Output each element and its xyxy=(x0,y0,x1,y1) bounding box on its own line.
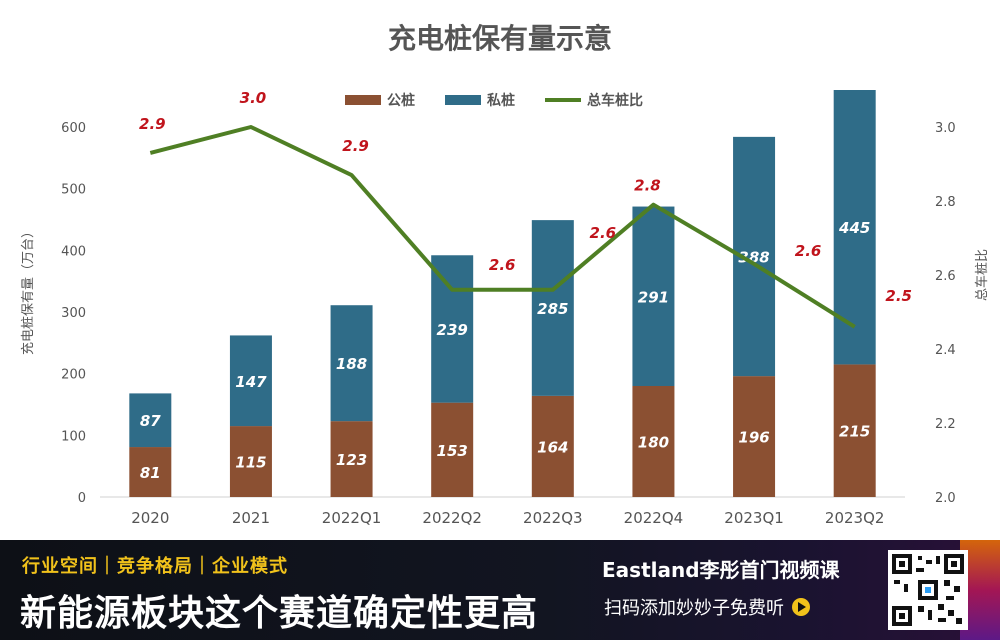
bar-public xyxy=(733,376,776,497)
bar-public xyxy=(330,421,373,497)
banner-brand: Eastland李彤首门视频课 xyxy=(602,558,840,582)
ratio-value-label: 2.6 xyxy=(795,242,822,260)
bar-value-label: 445 xyxy=(838,219,870,237)
bar-public xyxy=(833,364,876,497)
y-tick-label: 0 xyxy=(78,491,86,506)
ratio-value-label: 2.5 xyxy=(885,287,912,305)
x-tick-label: 2022Q2 xyxy=(422,509,482,527)
y-tick-label: 400 xyxy=(61,244,86,259)
bar-value-label: 215 xyxy=(839,423,870,441)
ratio-value-label: 2.9 xyxy=(139,115,166,133)
bar-public xyxy=(632,386,675,497)
y-axis: 0 100 200 300 400 500 600 xyxy=(61,121,86,506)
x-tick-label: 2022Q4 xyxy=(624,509,684,527)
bar-value-label: 147 xyxy=(235,373,267,391)
legend: 公桩 私桩 总车桩比 xyxy=(345,92,643,109)
ratio-value-label: 2.9 xyxy=(342,137,369,155)
y-tick-label: 300 xyxy=(61,306,86,321)
bar-value-label: 81 xyxy=(140,464,161,482)
bar-private xyxy=(431,255,474,403)
bar-value-label: 153 xyxy=(437,442,468,460)
y-tick-label: 200 xyxy=(61,368,86,383)
legend-label: 私桩 xyxy=(487,92,515,109)
bar-value-label: 164 xyxy=(537,438,568,456)
y2-tick-label: 2.4 xyxy=(935,343,956,358)
promo-banner: 行业空间｜竞争格局｜企业模式 新能源板块这个赛道确定性更高 Eastland李彤… xyxy=(0,540,1000,640)
legend-label: 总车桩比 xyxy=(587,92,643,109)
ratio-value-label: 2.6 xyxy=(489,256,516,274)
ratio-value-label: 2.6 xyxy=(590,224,617,242)
y2-axis-title: 总车桩比 xyxy=(974,249,990,301)
bar-public xyxy=(531,395,574,497)
bar-value-label: 188 xyxy=(336,355,367,373)
legend-swatch xyxy=(445,95,481,105)
x-tick-label: 2022Q1 xyxy=(322,509,382,527)
bar-value-label: 123 xyxy=(336,451,367,469)
bar-value-label: 180 xyxy=(638,434,669,452)
bar-private xyxy=(129,393,172,448)
x-tick-label: 2022Q3 xyxy=(523,509,583,527)
y2-axis: 2.0 2.2 2.4 2.6 2.8 3.0 xyxy=(935,121,956,506)
bar-value-label: 239 xyxy=(437,321,468,339)
x-axis: 2020 2021 2022Q1 2022Q2 2022Q3 2022Q4 2023Q1 20… xyxy=(131,509,884,527)
y-tick-label: 100 xyxy=(61,429,86,444)
bar-private xyxy=(330,305,373,422)
ratio-line: 2.9 3.0 2.9 2.6 2.6 2.8 2.6 2.5 xyxy=(139,89,912,329)
bar-public xyxy=(229,426,272,497)
y2-tick-label: 2.6 xyxy=(935,269,956,284)
y2-tick-label: 2.8 xyxy=(935,195,956,210)
x-tick-label: 2020 xyxy=(131,509,169,527)
ratio-value-label: 3.0 xyxy=(240,89,267,107)
chart-title: 充电桩保有量示意 xyxy=(388,22,612,55)
bar-public xyxy=(129,447,172,497)
bars: 81 87 115 147 123 188 153 239 164 285 180 291 196 388… xyxy=(129,90,876,497)
y2-tick-label: 2.0 xyxy=(935,491,956,506)
arrow-right-icon xyxy=(792,598,810,616)
bar-value-label: 115 xyxy=(235,454,266,472)
qr-code-icon[interactable] xyxy=(888,550,968,630)
chart: 充电桩保有量示意 公桩 私桩 总车桩比 充电桩保有量（万台） 总车桩比 010020… xyxy=(20,22,990,527)
y-axis-title: 充电桩保有量（万台） xyxy=(20,225,36,355)
y2-tick-label: 3.0 xyxy=(935,121,956,136)
bar-value-label: 196 xyxy=(738,429,769,447)
legend-swatch xyxy=(345,95,381,105)
banner-tags: 行业空间｜竞争格局｜企业模式 xyxy=(22,556,288,577)
bar-private xyxy=(632,206,675,386)
banner-cta[interactable]: 扫码添加妙妙子免费听 xyxy=(604,594,810,620)
bar-private xyxy=(531,220,574,396)
banner-headline: 新能源板块这个赛道确定性更高 xyxy=(20,593,539,634)
y2-tick-label: 2.2 xyxy=(935,417,956,432)
x-tick-label: 2023Q2 xyxy=(825,509,885,527)
y-tick-label: 600 xyxy=(61,121,86,136)
legend-label: 公桩 xyxy=(387,92,415,109)
qr-code-graphic xyxy=(892,554,964,626)
bar-value-label: 87 xyxy=(140,412,161,430)
bar-value-label: 291 xyxy=(638,288,669,306)
bar-value-label: 388 xyxy=(738,249,769,267)
banner-cta-label: 扫码添加妙妙子免费听 xyxy=(604,598,784,619)
y-tick-label: 500 xyxy=(61,183,86,198)
bar-public xyxy=(431,402,474,497)
x-tick-label: 2021 xyxy=(232,509,270,527)
bar-value-label: 285 xyxy=(537,300,568,318)
ratio-value-label: 2.8 xyxy=(634,177,661,195)
bar-private xyxy=(229,335,272,427)
x-tick-label: 2023Q1 xyxy=(724,509,784,527)
ratio-series-line xyxy=(149,125,856,329)
